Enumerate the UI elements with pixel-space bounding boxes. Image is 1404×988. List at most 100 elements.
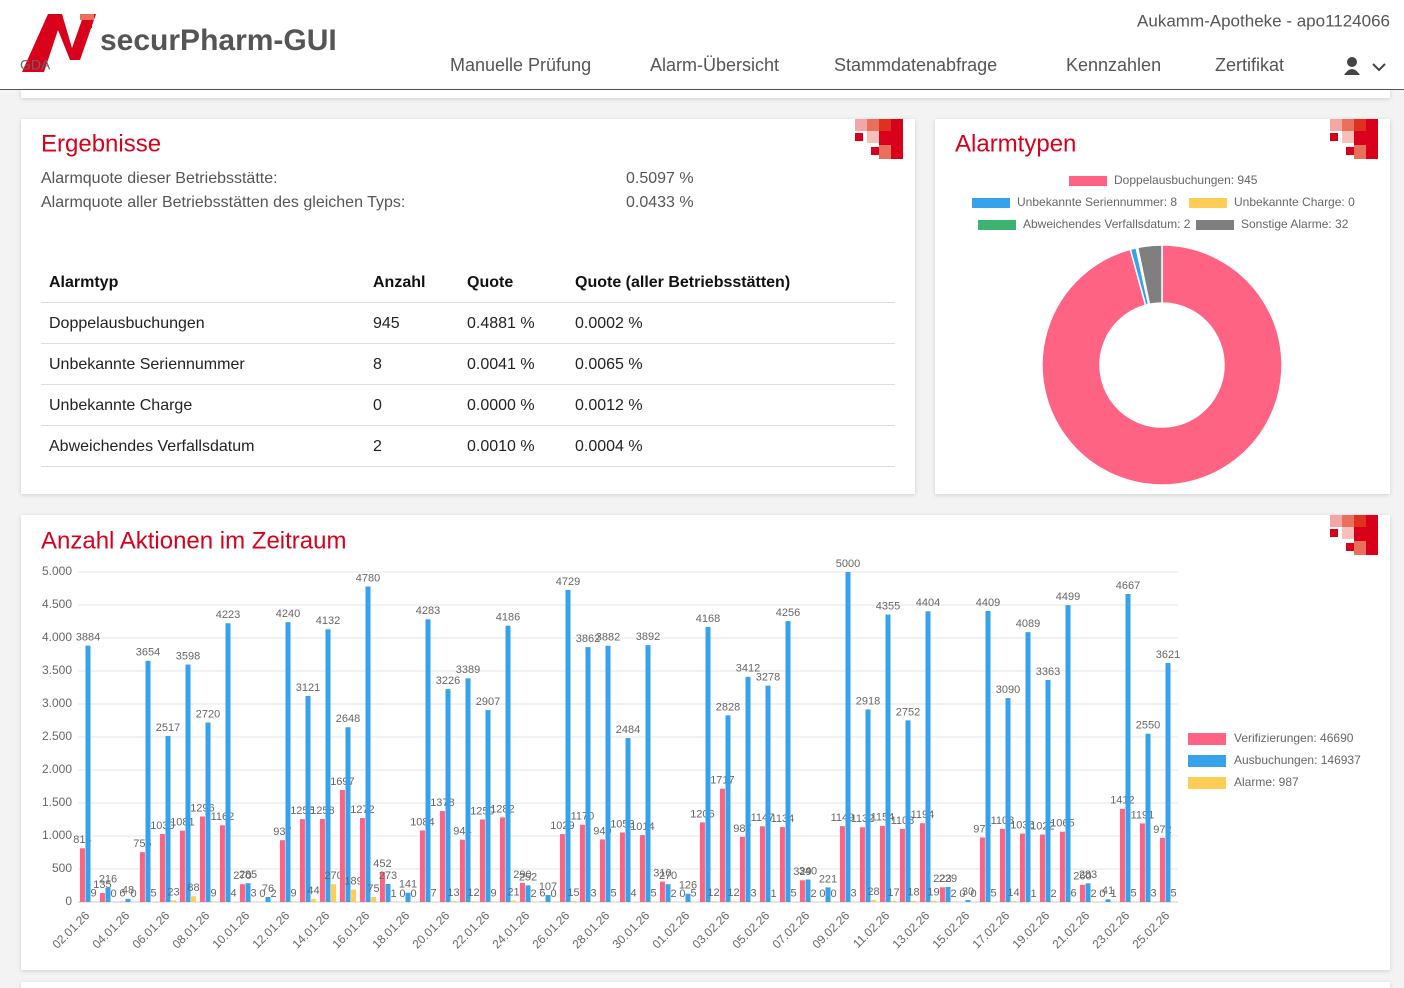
bar [325, 629, 331, 902]
logo [22, 14, 96, 72]
bar [345, 727, 351, 902]
bar [839, 826, 845, 902]
value-label: 3 [1150, 888, 1156, 900]
bar [585, 647, 591, 902]
card-title: Alarmtypen [955, 130, 1076, 157]
value-label: 1717 [710, 775, 734, 787]
value-label: 141 [399, 879, 417, 891]
bar [619, 832, 625, 902]
value-label: 3882 [596, 632, 620, 644]
bar [765, 685, 771, 902]
bar [511, 900, 517, 902]
bar [571, 901, 577, 902]
stat-value: 0.0433 % [626, 194, 694, 211]
value-label: 88 [187, 882, 199, 894]
value-label: 3862 [576, 633, 600, 645]
bar [871, 900, 877, 902]
table-cell: 0.0065 % [575, 356, 643, 373]
value-label: 0 [110, 888, 116, 900]
value-label: 2 [950, 888, 956, 900]
bar [405, 892, 411, 902]
legend-swatch [1196, 220, 1234, 230]
value-label: 1378 [430, 797, 454, 809]
bar [1005, 698, 1011, 902]
bar [1165, 663, 1171, 902]
table-cell: 8 [373, 356, 382, 373]
bar [825, 887, 831, 902]
bar [999, 828, 1005, 902]
bar [125, 898, 131, 902]
value-label: 41 [1102, 885, 1114, 897]
value-label: 0 [830, 888, 836, 900]
value-label: 1081 [170, 817, 194, 829]
bar [1019, 833, 1025, 902]
stat-value: 0.5097 % [626, 170, 694, 187]
bar [219, 825, 225, 902]
card-title: Anzahl Aktionen im Zeitraum [41, 527, 346, 554]
value-label: 221 [819, 873, 837, 885]
bar [639, 835, 645, 902]
legend-label: Ausbuchungen: 146937 [1234, 753, 1361, 767]
nav-link[interactable]: Alarm-Übersicht [650, 55, 779, 75]
bar [779, 827, 785, 902]
bar [79, 848, 85, 902]
value-label: 0 [259, 888, 265, 900]
value-label: 4404 [916, 597, 940, 609]
nav-link[interactable]: Stammdatenabfrage [834, 55, 997, 75]
legend-swatch [978, 220, 1016, 230]
value-label: 3 [250, 888, 256, 900]
value-label: 19 [927, 887, 939, 899]
legend-swatch [972, 198, 1010, 208]
value-label: 3121 [296, 682, 320, 694]
value-label: 452 [373, 858, 391, 870]
value-label: 1162 [211, 811, 235, 823]
pharmacy-name: Aukamm-Apotheke - apo1124066 [1137, 11, 1390, 30]
table-cell: 0 [373, 397, 382, 414]
value-label: 0 [970, 888, 976, 900]
app-title: securPharm-GUI [100, 24, 337, 57]
value-label: 13 [447, 887, 459, 899]
nav-link[interactable]: Zertifikat [1215, 55, 1284, 75]
value-label: 4283 [416, 605, 440, 617]
value-label: 4168 [696, 613, 720, 625]
legend-swatch [1188, 733, 1226, 745]
bar [905, 720, 911, 902]
value-label: 0 [410, 888, 416, 900]
value-label: 0 [679, 888, 685, 900]
value-label: 12 [727, 887, 739, 899]
value-label: 2 [270, 888, 276, 900]
value-label: 6 [539, 888, 545, 900]
bar [85, 645, 91, 902]
bar [339, 789, 345, 902]
value-label: 21 [507, 887, 519, 899]
value-label: 285 [239, 869, 257, 881]
value-label: 189 [344, 875, 362, 887]
y-tick-label: 4.000 [42, 630, 72, 644]
bar [385, 883, 391, 902]
nav-link[interactable]: Manuelle Prüfung [450, 55, 591, 75]
bar [559, 834, 565, 902]
bar [425, 619, 431, 902]
value-label: 4729 [556, 576, 580, 588]
bar [505, 625, 511, 902]
bar [599, 839, 605, 902]
bar [291, 901, 297, 902]
donut-segment [1041, 244, 1283, 486]
bar [451, 901, 457, 902]
logo-text: GDA [20, 57, 51, 73]
value-label: 3654 [136, 647, 160, 659]
bar [331, 884, 337, 902]
y-tick-label: 2.500 [42, 729, 72, 743]
bar [191, 896, 197, 902]
bar [759, 826, 765, 902]
bar [285, 622, 291, 902]
user-menu[interactable] [1344, 57, 1386, 75]
bar [665, 884, 671, 902]
bar [745, 676, 751, 902]
bar [939, 887, 945, 902]
value-label: 1 [1110, 888, 1116, 900]
value-label: 273 [379, 870, 397, 882]
bar [171, 900, 177, 902]
bar [99, 893, 105, 902]
nav-link[interactable]: Kennzahlen [1066, 55, 1161, 75]
